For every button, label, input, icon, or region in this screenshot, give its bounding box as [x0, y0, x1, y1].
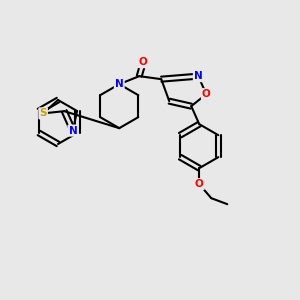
Text: N: N — [68, 126, 77, 136]
Text: N: N — [115, 79, 124, 89]
Text: N: N — [194, 71, 203, 81]
Text: O: O — [139, 57, 148, 67]
Text: S: S — [39, 108, 47, 118]
Text: O: O — [202, 89, 211, 99]
Text: O: O — [195, 179, 204, 189]
